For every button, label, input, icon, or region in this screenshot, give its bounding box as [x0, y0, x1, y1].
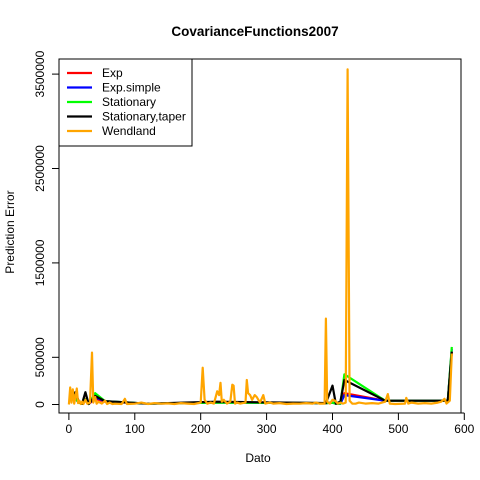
y-tick-label: 2500000 [33, 145, 47, 192]
y-axis-title: Prediction Error [3, 190, 17, 273]
legend-label-wendland: Wendland [102, 124, 156, 138]
x-tick-label: 200 [191, 422, 211, 436]
y-tick-label: 3500000 [33, 50, 47, 97]
x-tick-label: 600 [454, 422, 474, 436]
x-tick-label: 400 [322, 422, 342, 436]
legend-label-stationary: Stationary [102, 95, 156, 109]
x-tick-label: 500 [388, 422, 408, 436]
x-axis: 0 100 200 300 400 500 600 [66, 412, 475, 436]
legend-label-exp: Exp [102, 66, 123, 80]
x-tick-label: 300 [257, 422, 277, 436]
y-axis: 0 500000 1500000 2500000 3500000 [33, 50, 60, 408]
x-tick-label: 100 [125, 422, 145, 436]
y-tick-label: 0 [33, 401, 47, 408]
series-layer [67, 68, 453, 406]
x-axis-title: Dato [245, 451, 271, 465]
legend-label-exp-simple: Exp.simple [102, 81, 161, 95]
x-tick-label: 0 [66, 422, 73, 436]
y-tick-label: 500000 [33, 337, 47, 377]
y-tick-label: 1500000 [33, 239, 47, 286]
chart-title: CovarianceFunctions2007 [171, 24, 338, 39]
legend: ExpExp.simpleStationaryStationary,taperW… [58, 58, 193, 147]
legend-label-stationary-taper: Stationary,taper [102, 110, 186, 124]
series-line-wendland [67, 68, 453, 406]
